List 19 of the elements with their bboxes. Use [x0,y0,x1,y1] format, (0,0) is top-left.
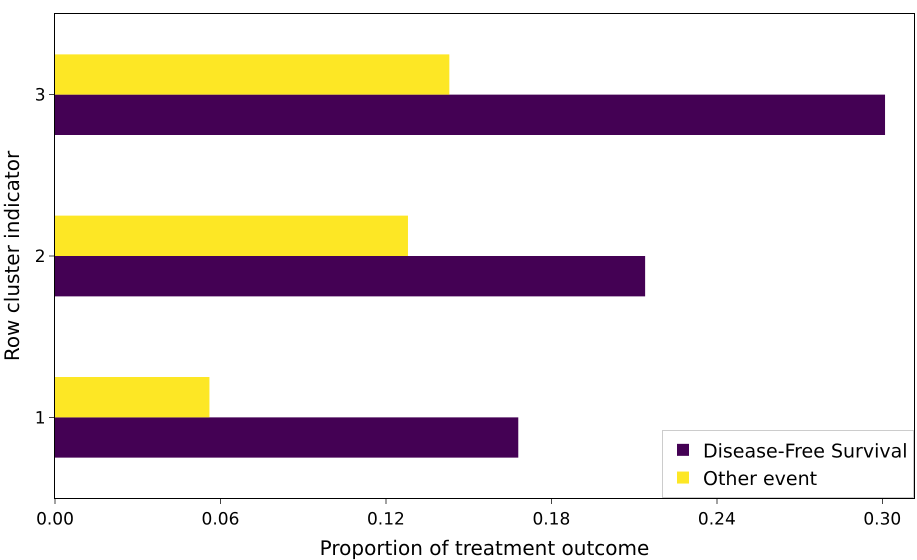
y-axis-title: Row cluster indicator [0,150,24,362]
legend-label: Other event [703,468,818,490]
bar [55,417,518,458]
x-tick-label: 0.18 [532,509,570,530]
y-tick-label: 1 [34,408,46,428]
bar [55,377,210,418]
y-tick-label: 3 [34,86,46,106]
x-tick-label: 0.30 [863,509,902,530]
bar [55,256,646,296]
bar [55,216,408,256]
legend-label: Disease-Free Survival [703,440,908,462]
bar [55,94,886,135]
y-tick-label: 2 [34,246,46,267]
x-tick-label: 0.12 [366,509,405,530]
x-axis-title: Proportion of treatment outcome [320,536,650,560]
x-tick-label: 0.24 [698,509,736,530]
x-tick-label: 0.06 [202,509,240,530]
bar [55,54,450,95]
x-tick-label: 0.00 [36,509,74,530]
